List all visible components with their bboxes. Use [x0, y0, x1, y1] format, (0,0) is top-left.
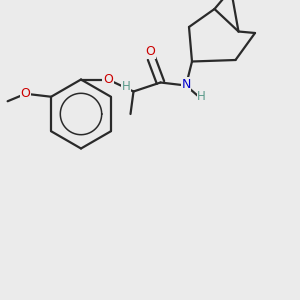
Text: O: O — [145, 45, 155, 58]
Text: O: O — [103, 73, 113, 86]
Text: H: H — [122, 80, 130, 94]
Text: O: O — [21, 87, 31, 100]
Text: H: H — [197, 90, 206, 103]
Text: N: N — [181, 77, 191, 91]
